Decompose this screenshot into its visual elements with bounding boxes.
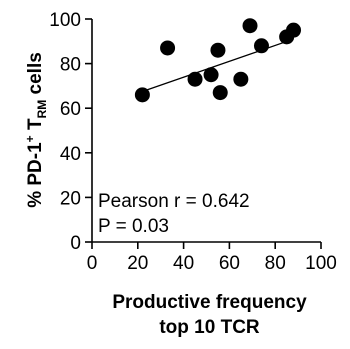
data-point — [242, 18, 258, 34]
data-point — [212, 85, 228, 101]
points-group — [134, 18, 302, 103]
x-tick-label: 80 — [265, 253, 286, 274]
y-title-part: % PD-1 — [25, 142, 46, 208]
stats-annotation: Pearson r = 0.642 — [98, 191, 250, 212]
y-tick-label: 80 — [60, 55, 81, 76]
x-axis: 0 20 40 60 80 100 — [87, 241, 337, 274]
y-tick-label: 20 — [60, 188, 81, 209]
data-point — [210, 42, 226, 58]
x-tick-label: 60 — [219, 253, 240, 274]
y-tick-label: 60 — [60, 99, 81, 120]
data-point — [160, 40, 176, 56]
x-axis-title-line-1: Productive frequency — [112, 292, 307, 313]
x-tick-label: 0 — [87, 253, 98, 274]
x-axis-title-line-2: top 10 TCR — [159, 317, 260, 338]
stats-annotation: P = 0.03 — [98, 216, 169, 237]
data-point — [253, 38, 269, 54]
y-axis: 0 20 40 60 80 100 — [49, 10, 93, 254]
data-point — [286, 22, 302, 38]
x-tick-label: 100 — [305, 253, 337, 274]
y-title-part: + — [23, 135, 37, 142]
y-title-part: T — [25, 118, 46, 135]
data-point — [203, 67, 219, 83]
y-title-part: RM — [35, 100, 49, 119]
y-title-part: cells — [25, 52, 46, 100]
y-tick-label: 100 — [49, 10, 81, 31]
annotations-group: Pearson r = 0.642 P = 0.03 — [98, 191, 250, 237]
x-tick-label: 40 — [173, 253, 194, 274]
y-axis-title: % PD-1+ TRM cells — [23, 52, 49, 208]
x-tick-label: 20 — [127, 253, 148, 274]
data-point — [187, 71, 203, 87]
data-point — [134, 87, 150, 103]
y-tick-label: 0 — [70, 233, 81, 254]
data-point — [233, 71, 249, 87]
y-tick-label: 40 — [60, 144, 81, 165]
